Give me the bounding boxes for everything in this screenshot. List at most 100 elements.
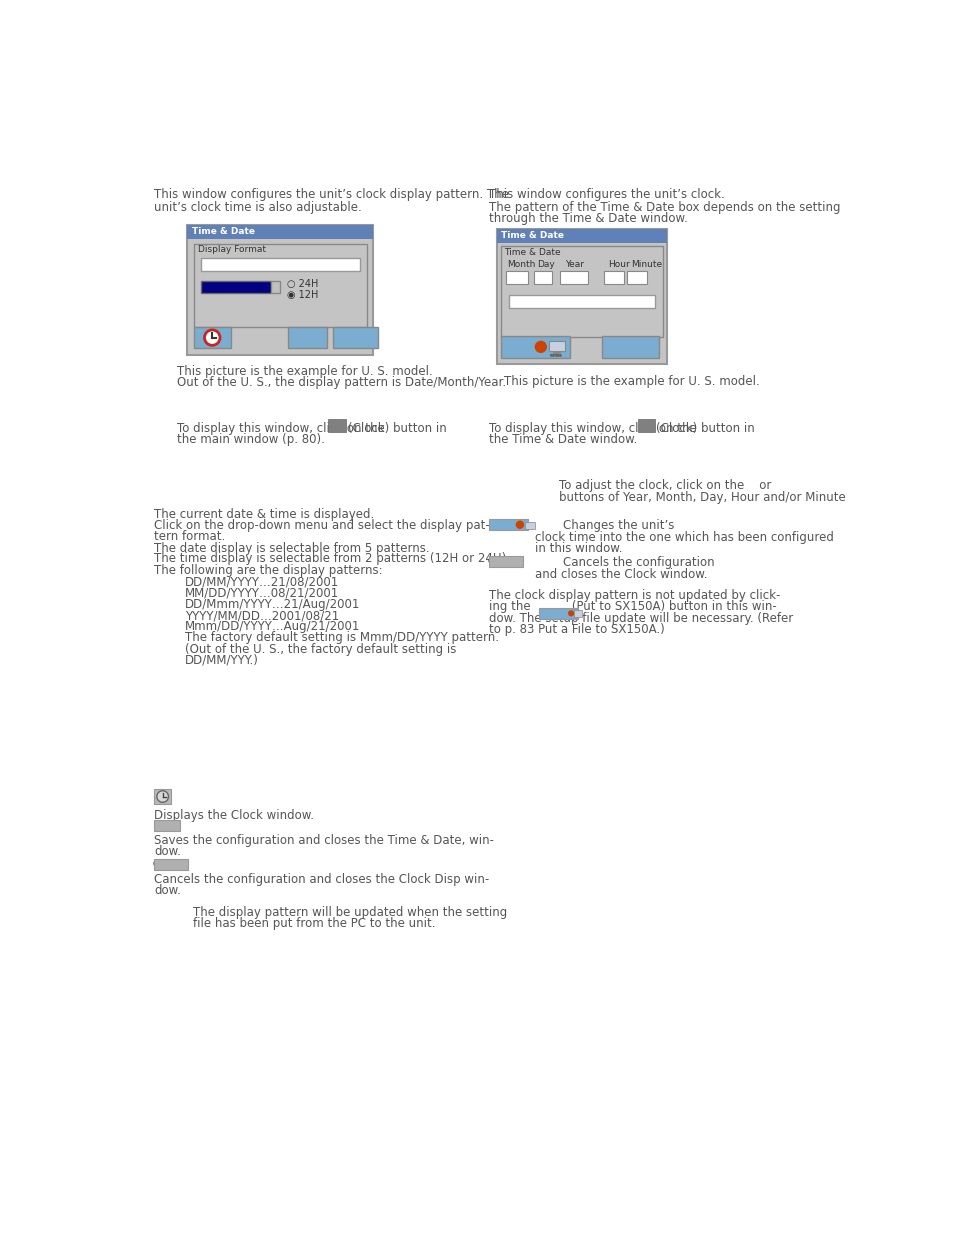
Bar (271, 280, 280, 293)
Text: clock time into the one which has been configured: clock time into the one which has been c… (535, 531, 834, 543)
Bar (497, 228, 666, 364)
Text: ▲: ▲ (522, 273, 526, 278)
Bar (154, 820, 180, 831)
Text: through the Time & Date window.: through the Time & Date window. (488, 212, 687, 225)
Text: ○ 24H: ○ 24H (286, 279, 317, 289)
Bar (500, 336, 569, 358)
Text: 5: 5 (537, 274, 542, 283)
Text: Mar/05/2003  05:53:00 PM: Mar/05/2003 05:53:00 PM (512, 299, 638, 308)
Bar (333, 327, 377, 348)
Text: ▼: ▼ (582, 278, 586, 283)
Text: to p. 83 Put a File to SX150A.): to p. 83 Put a File to SX150A.) (488, 624, 664, 636)
Text: To display this window, click on the: To display this window, click on the (177, 421, 385, 435)
Text: ⌚: ⌚ (642, 420, 649, 431)
Text: Day: Day (537, 259, 554, 269)
Text: SX150A: SX150A (492, 521, 528, 531)
Text: 2003: 2003 (562, 274, 585, 283)
Text: DD/Mmm/YYYY…21/Aug/2001: DD/Mmm/YYYY…21/Aug/2001 (185, 598, 360, 611)
Text: The pattern of the Time & Date box depends on the setting: The pattern of the Time & Date box depen… (488, 200, 840, 214)
Text: ▲: ▲ (547, 273, 551, 278)
Text: ◉ 12H: ◉ 12H (286, 290, 317, 300)
Text: The display pattern will be updated when the setting: The display pattern will be updated when… (193, 906, 507, 919)
Text: ▲: ▲ (618, 273, 622, 278)
Circle shape (156, 790, 169, 803)
Text: the Time & Date window.: the Time & Date window. (488, 433, 637, 446)
Text: Out of the U. S., the display pattern is Date/Month/Year.: Out of the U. S., the display pattern is… (177, 377, 506, 389)
Text: DD/MM/YYY.): DD/MM/YYY.) (185, 653, 258, 667)
Text: Month: Month (507, 259, 536, 269)
Text: SAVE: SAVE (293, 332, 322, 342)
Bar (288, 327, 327, 348)
Text: The current date & time is displayed.: The current date & time is displayed. (154, 508, 374, 521)
Text: Saves the configuration and closes the Time & Date, win-: Saves the configuration and closes the T… (154, 835, 494, 847)
Text: dow.: dow. (154, 883, 181, 897)
Text: SX150A: SX150A (541, 611, 578, 620)
Text: Cancels the configuration and closes the Clock Disp win-: Cancels the configuration and closes the… (154, 873, 489, 885)
Text: Click on the drop-down menu and select the display pat-: Click on the drop-down menu and select t… (154, 520, 489, 532)
Bar (497, 228, 666, 243)
Text: ▼: ▼ (273, 284, 278, 290)
Text: (Clock) button in: (Clock) button in (348, 421, 446, 435)
Text: in this window.: in this window. (535, 542, 622, 556)
Bar (187, 225, 373, 354)
Bar (193, 243, 367, 327)
Text: ▼: ▼ (618, 278, 622, 283)
Bar (154, 789, 171, 804)
Text: ▼: ▼ (522, 278, 526, 283)
Text: CANCEL: CANCEL (152, 860, 190, 868)
Text: ▲: ▲ (582, 273, 586, 278)
Text: ⌚: ⌚ (334, 420, 340, 431)
Text: SAVE: SAVE (155, 821, 179, 830)
Text: The following are the display patterns:: The following are the display patterns: (154, 564, 382, 577)
Bar (553, 352, 560, 353)
Text: The date display is selectable from 5 patterns.: The date display is selectable from 5 pa… (154, 542, 429, 555)
Text: Minute: Minute (631, 259, 662, 269)
Text: This picture is the example for U. S. model.: This picture is the example for U. S. mo… (177, 366, 433, 378)
Bar (637, 419, 654, 431)
Bar (509, 295, 654, 309)
Circle shape (516, 520, 523, 529)
Bar (626, 270, 646, 284)
Text: DD/MM/YYYY…21/08/2001: DD/MM/YYYY…21/08/2001 (185, 576, 339, 589)
Bar (603, 270, 623, 284)
Bar (201, 258, 359, 272)
Text: CANCEL: CANCEL (607, 342, 653, 352)
Text: Displays the Clock window.: Displays the Clock window. (154, 809, 314, 821)
Text: buttons of Year, Month, Day, Hour and/or Minute: buttons of Year, Month, Day, Hour and/or… (558, 490, 844, 504)
Text: The factory default setting is Mmm/DD/YYYY pattern.: The factory default setting is Mmm/DD/YY… (185, 631, 498, 645)
Bar (549, 341, 564, 352)
Text: (Out of the U. S., the factory default setting is: (Out of the U. S., the factory default s… (185, 642, 456, 656)
Text: The clock display pattern is not updated by click-: The clock display pattern is not updated… (488, 589, 780, 601)
Bar (500, 246, 661, 337)
Text: dow.: dow. (154, 845, 181, 858)
Text: file has been put from the PC to the unit.: file has been put from the PC to the uni… (193, 916, 435, 930)
Text: To adjust the clock, click on the    or: To adjust the clock, click on the or (558, 479, 770, 493)
Bar (154, 858, 188, 869)
Bar (534, 270, 552, 284)
Text: This window configures the unit’s clock.: This window configures the unit’s clock. (488, 188, 724, 201)
Bar (187, 225, 373, 240)
Bar (328, 419, 345, 431)
Text: and closes the Clock window.: and closes the Clock window. (535, 568, 707, 580)
Text: Mmm/DD/YYYY: Mmm/DD/YYYY (204, 282, 269, 291)
Text: Time & Date: Time & Date (500, 231, 564, 240)
Bar (550, 353, 558, 356)
Text: CANCEL: CANCEL (487, 557, 524, 566)
Text: Cancels the configuration: Cancels the configuration (562, 556, 714, 569)
Text: 53: 53 (629, 274, 640, 283)
Bar (505, 270, 527, 284)
Text: Mar/05/2003  05:53:00 PM: Mar/05/2003 05:53:00 PM (204, 259, 331, 269)
Text: the main window (p. 80).: the main window (p. 80). (177, 433, 325, 446)
Text: ▼: ▼ (641, 278, 645, 283)
Text: The time display is selectable from 2 patterns (12H or 24H).: The time display is selectable from 2 pa… (154, 552, 510, 566)
Bar (538, 608, 578, 619)
Text: YYYY/MM/DD…2001/08/21: YYYY/MM/DD…2001/08/21 (185, 609, 339, 622)
Bar (488, 556, 522, 567)
Bar (201, 280, 271, 293)
Text: This window configures the unit’s clock display pattern. The: This window configures the unit’s clock … (154, 188, 509, 201)
Text: 17: 17 (606, 274, 618, 283)
Bar (193, 327, 231, 348)
Bar (574, 610, 581, 618)
Text: Time & Date: Time & Date (504, 247, 560, 257)
Text: ing the           (Put to SX150A) button in this win-: ing the (Put to SX150A) button in this w… (488, 600, 776, 614)
